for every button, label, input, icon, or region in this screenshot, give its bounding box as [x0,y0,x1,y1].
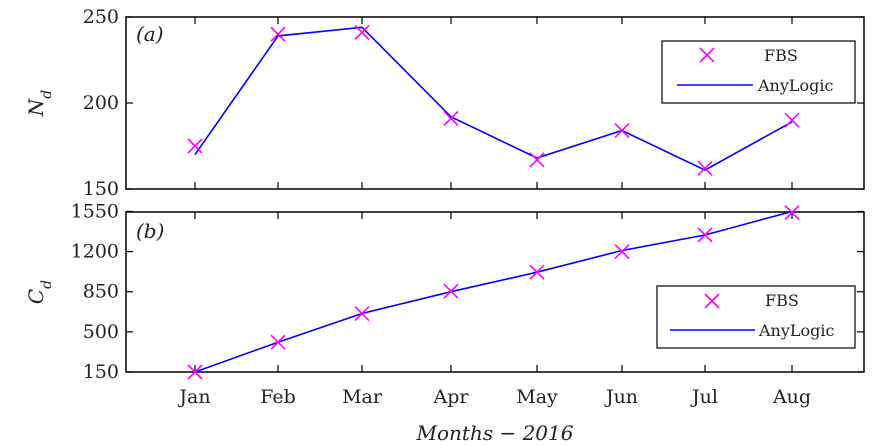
fbs-marker-apr [443,283,459,299]
panel-a-legend-box [661,40,856,104]
y-tick-label: 200 [83,92,119,114]
panel-b-fbs-series [187,205,800,380]
panel-a-legend-anylogic-label: AnyLogic [757,76,834,95]
fbs-marker-apr [443,110,459,127]
fbs-marker-jun [614,244,630,260]
panel-a-ylabel: Nd [24,90,55,118]
panel-a-anylogic-series [194,26,793,171]
fbs-marker-jan [187,138,203,154]
fbs-marker-aug [784,205,800,221]
panel-b-legend-fbs-label: FBS [765,291,799,310]
fbs-marker-mar [354,24,370,41]
fbs-marker-aug [784,112,800,128]
panel-a-legend: FBS AnyLogic [661,40,856,104]
x-tick-label-aug: Aug [772,386,811,408]
fbs-marker-mar [354,305,370,322]
panel-a-fbs-series [187,24,800,176]
x-tick-label-may: May [516,386,558,408]
panel-b-anylogic-series [194,210,793,373]
y-tick-label: 150 [83,178,119,200]
fbs-marker-feb [270,26,286,42]
y-tick-label: 850 [83,281,119,303]
x-tick-label-jun: Jun [604,386,638,408]
anylogic-line [194,26,793,171]
y-tick-label: 250 [83,6,119,28]
anylogic-line [194,210,793,373]
y-tick-label: 150 [83,361,119,383]
x-tick-label-feb: Feb [260,386,296,408]
panel-b-ticks: 150 500 850 1200 1550 [71,200,864,383]
panel-a-ticks: 150 200 250 [83,6,864,200]
panel-b-ylabel: Cd [24,280,55,304]
panel-a-legend-fbs-marker [699,47,715,63]
panel-b-legend-box [656,285,856,349]
panel-b-legend-fbs-marker [704,293,720,309]
panel-b-legend-anylogic-label: AnyLogic [758,321,835,340]
x-tick-label-jan: Jan [177,386,210,408]
fbs-marker-may [529,264,545,280]
fbs-marker-jan [187,364,203,380]
panel-b-cd-chart: 150 500 850 1200 1550 (b) Cd FBS AnyLogic [24,200,865,383]
x-axis-label: Months − 2016 [416,421,574,445]
panel-a-nd-chart: 150 200 250 (a) Nd FBS AnyLogic [24,6,865,200]
fbs-marker-jul [697,227,713,243]
y-tick-label: 500 [83,321,119,343]
fbs-marker-feb [270,334,286,350]
fbs-marker-jun [614,122,630,139]
y-tick-label: 1200 [71,241,119,263]
panel-b-label: (b) [136,219,164,243]
y-tick-label: 1550 [71,200,119,222]
x-tick-label-apr: Apr [433,386,470,408]
panel-a-legend-fbs-label: FBS [764,46,798,65]
panel-a-label: (a) [136,22,164,46]
panel-b-legend: FBS AnyLogic [656,285,856,349]
fbs-marker-jul [697,160,713,176]
x-tick-labels: Jan Feb Mar Apr May Jun Jul Aug [177,386,811,408]
fbs-marker-may [529,152,545,168]
x-tick-label-mar: Mar [342,386,383,408]
x-tick-label-jul: Jul [690,386,718,408]
